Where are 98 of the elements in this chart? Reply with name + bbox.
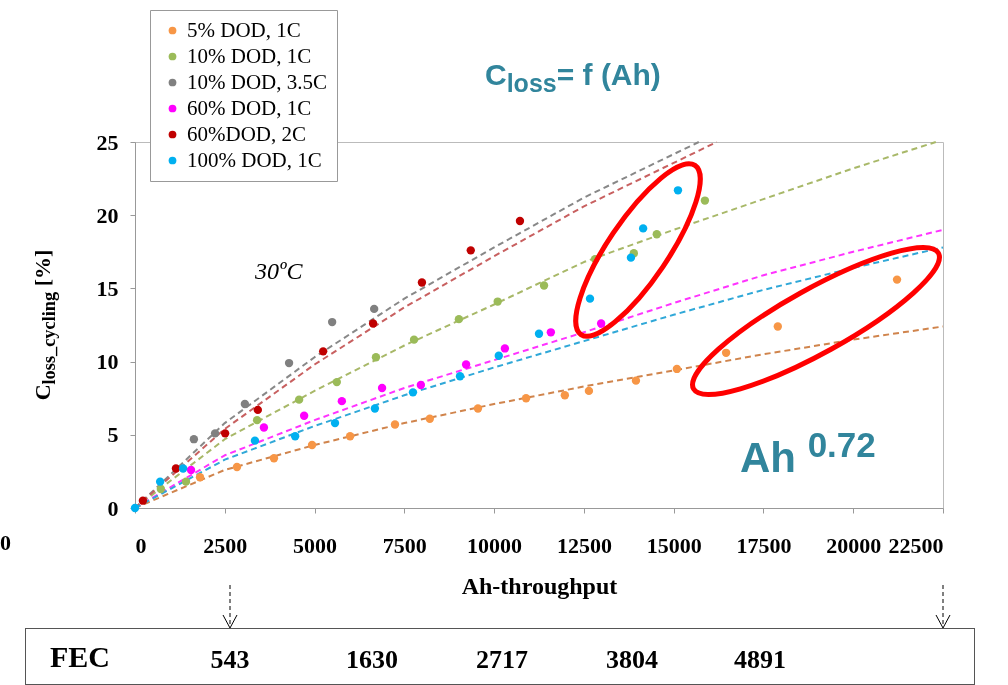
point bbox=[534, 329, 544, 338]
y-tick-label: 15 bbox=[96, 275, 119, 301]
x-tick-label: 15000 bbox=[646, 532, 702, 558]
point bbox=[461, 360, 471, 369]
x-tick-label: 12500 bbox=[556, 532, 612, 558]
x-tick-label: 22500 bbox=[888, 532, 944, 558]
point bbox=[417, 278, 427, 287]
point bbox=[250, 436, 260, 445]
point bbox=[377, 383, 387, 393]
point bbox=[585, 294, 595, 303]
point bbox=[252, 415, 262, 425]
point bbox=[186, 465, 196, 475]
point bbox=[332, 377, 341, 387]
point bbox=[171, 464, 181, 473]
text: 4891 bbox=[734, 645, 786, 675]
point bbox=[515, 216, 525, 226]
point bbox=[181, 477, 191, 486]
point bbox=[409, 335, 419, 344]
legend-label: 5% DOD, 1C bbox=[187, 17, 301, 42]
text: FEC bbox=[50, 640, 110, 674]
point bbox=[638, 224, 648, 233]
point bbox=[673, 186, 683, 195]
text: 543 bbox=[210, 645, 250, 675]
point bbox=[138, 496, 148, 505]
point bbox=[290, 432, 300, 441]
point bbox=[721, 348, 731, 357]
point bbox=[327, 317, 337, 327]
point bbox=[368, 319, 378, 328]
point bbox=[330, 418, 340, 428]
point bbox=[345, 432, 355, 441]
x-tick-label: 20000 bbox=[826, 532, 882, 558]
legend-label: 60%DOD, 2C bbox=[187, 121, 306, 146]
point bbox=[494, 351, 503, 360]
point bbox=[307, 440, 317, 450]
point bbox=[596, 319, 606, 328]
point bbox=[284, 358, 294, 368]
point bbox=[500, 344, 510, 353]
point bbox=[672, 364, 682, 374]
x-tick-label: 7500 bbox=[382, 532, 427, 558]
point bbox=[425, 414, 435, 423]
point bbox=[466, 246, 475, 255]
x-tick-label: 2500 bbox=[203, 532, 248, 558]
point bbox=[370, 404, 380, 413]
point bbox=[626, 253, 636, 262]
point bbox=[700, 196, 710, 205]
point bbox=[584, 386, 594, 396]
point bbox=[210, 429, 220, 438]
y-tick-label: 20 bbox=[96, 202, 119, 228]
x-axis-title: Ah-throughput bbox=[461, 572, 618, 599]
x-tick-label: 17500 bbox=[736, 532, 792, 558]
point bbox=[631, 376, 641, 385]
point bbox=[178, 464, 188, 473]
point bbox=[155, 477, 165, 486]
text: 3804 bbox=[606, 645, 658, 675]
point bbox=[318, 347, 328, 356]
text: C$_{loss}$= f (Ah) bbox=[485, 58, 661, 98]
point bbox=[253, 405, 262, 415]
y-tick-label: 0 bbox=[107, 495, 119, 521]
point bbox=[390, 420, 400, 429]
point bbox=[195, 473, 205, 482]
legend-label: 10% DOD, 3.5C bbox=[187, 69, 327, 94]
point bbox=[455, 372, 465, 381]
annotation: 30ºC bbox=[255, 258, 303, 285]
x-tick-label: 5000 bbox=[293, 532, 338, 558]
point bbox=[560, 391, 570, 400]
point bbox=[371, 353, 381, 362]
point bbox=[892, 275, 902, 284]
point bbox=[493, 297, 502, 306]
point bbox=[652, 230, 661, 239]
point bbox=[454, 314, 464, 324]
point bbox=[416, 380, 426, 390]
point bbox=[299, 411, 309, 420]
point bbox=[294, 395, 304, 404]
legend-label: 10% DOD, 1C bbox=[187, 43, 312, 68]
point bbox=[773, 322, 782, 331]
point bbox=[539, 281, 549, 290]
point bbox=[189, 435, 199, 444]
y-tick-label: 5 bbox=[107, 422, 119, 448]
point bbox=[473, 404, 483, 413]
point bbox=[369, 304, 379, 314]
point bbox=[269, 454, 279, 463]
point bbox=[232, 462, 242, 472]
annotation: Ah $^{0.72}$ bbox=[740, 425, 876, 482]
text: 2717 bbox=[476, 645, 528, 675]
y-tick-label: 10 bbox=[96, 349, 119, 375]
y-tick-label: 25 bbox=[96, 129, 119, 155]
point bbox=[240, 399, 250, 409]
x-tick-label: 10000 bbox=[467, 532, 523, 558]
point bbox=[220, 429, 230, 438]
point bbox=[546, 328, 556, 337]
point bbox=[408, 388, 418, 397]
point bbox=[337, 396, 347, 406]
text: 1630 bbox=[346, 645, 398, 675]
legend-label: 100% DOD, 1C bbox=[187, 147, 322, 172]
point bbox=[259, 423, 269, 432]
legend-label: 60% DOD, 1C bbox=[187, 95, 312, 120]
point bbox=[521, 394, 531, 403]
x-tick-label: 0 bbox=[135, 532, 147, 558]
